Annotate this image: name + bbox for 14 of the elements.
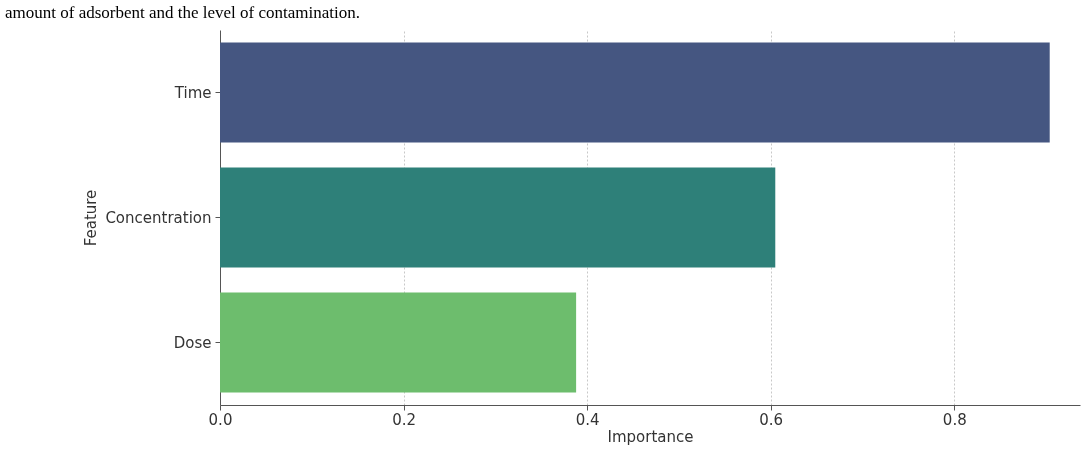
y-tick-label: Concentration [105,208,212,227]
bar [220,292,577,393]
x-axis-title: Importance [607,427,694,446]
text: amount of adsorbent and the level of contamination. [5,3,361,22]
bar [220,167,776,268]
bar [220,42,1050,143]
x-tick-label: 0.4 [575,410,600,429]
x-tick-label: 0.2 [392,410,416,429]
y-axis-title: Feature [82,189,101,247]
y-tick-label: Time [173,83,212,102]
x-tick-label: 0.6 [759,410,784,429]
x-tick-label: 0.8 [942,410,967,429]
y-tick-label: Dose [173,333,212,352]
x-tick-label: 0.0 [208,410,233,429]
